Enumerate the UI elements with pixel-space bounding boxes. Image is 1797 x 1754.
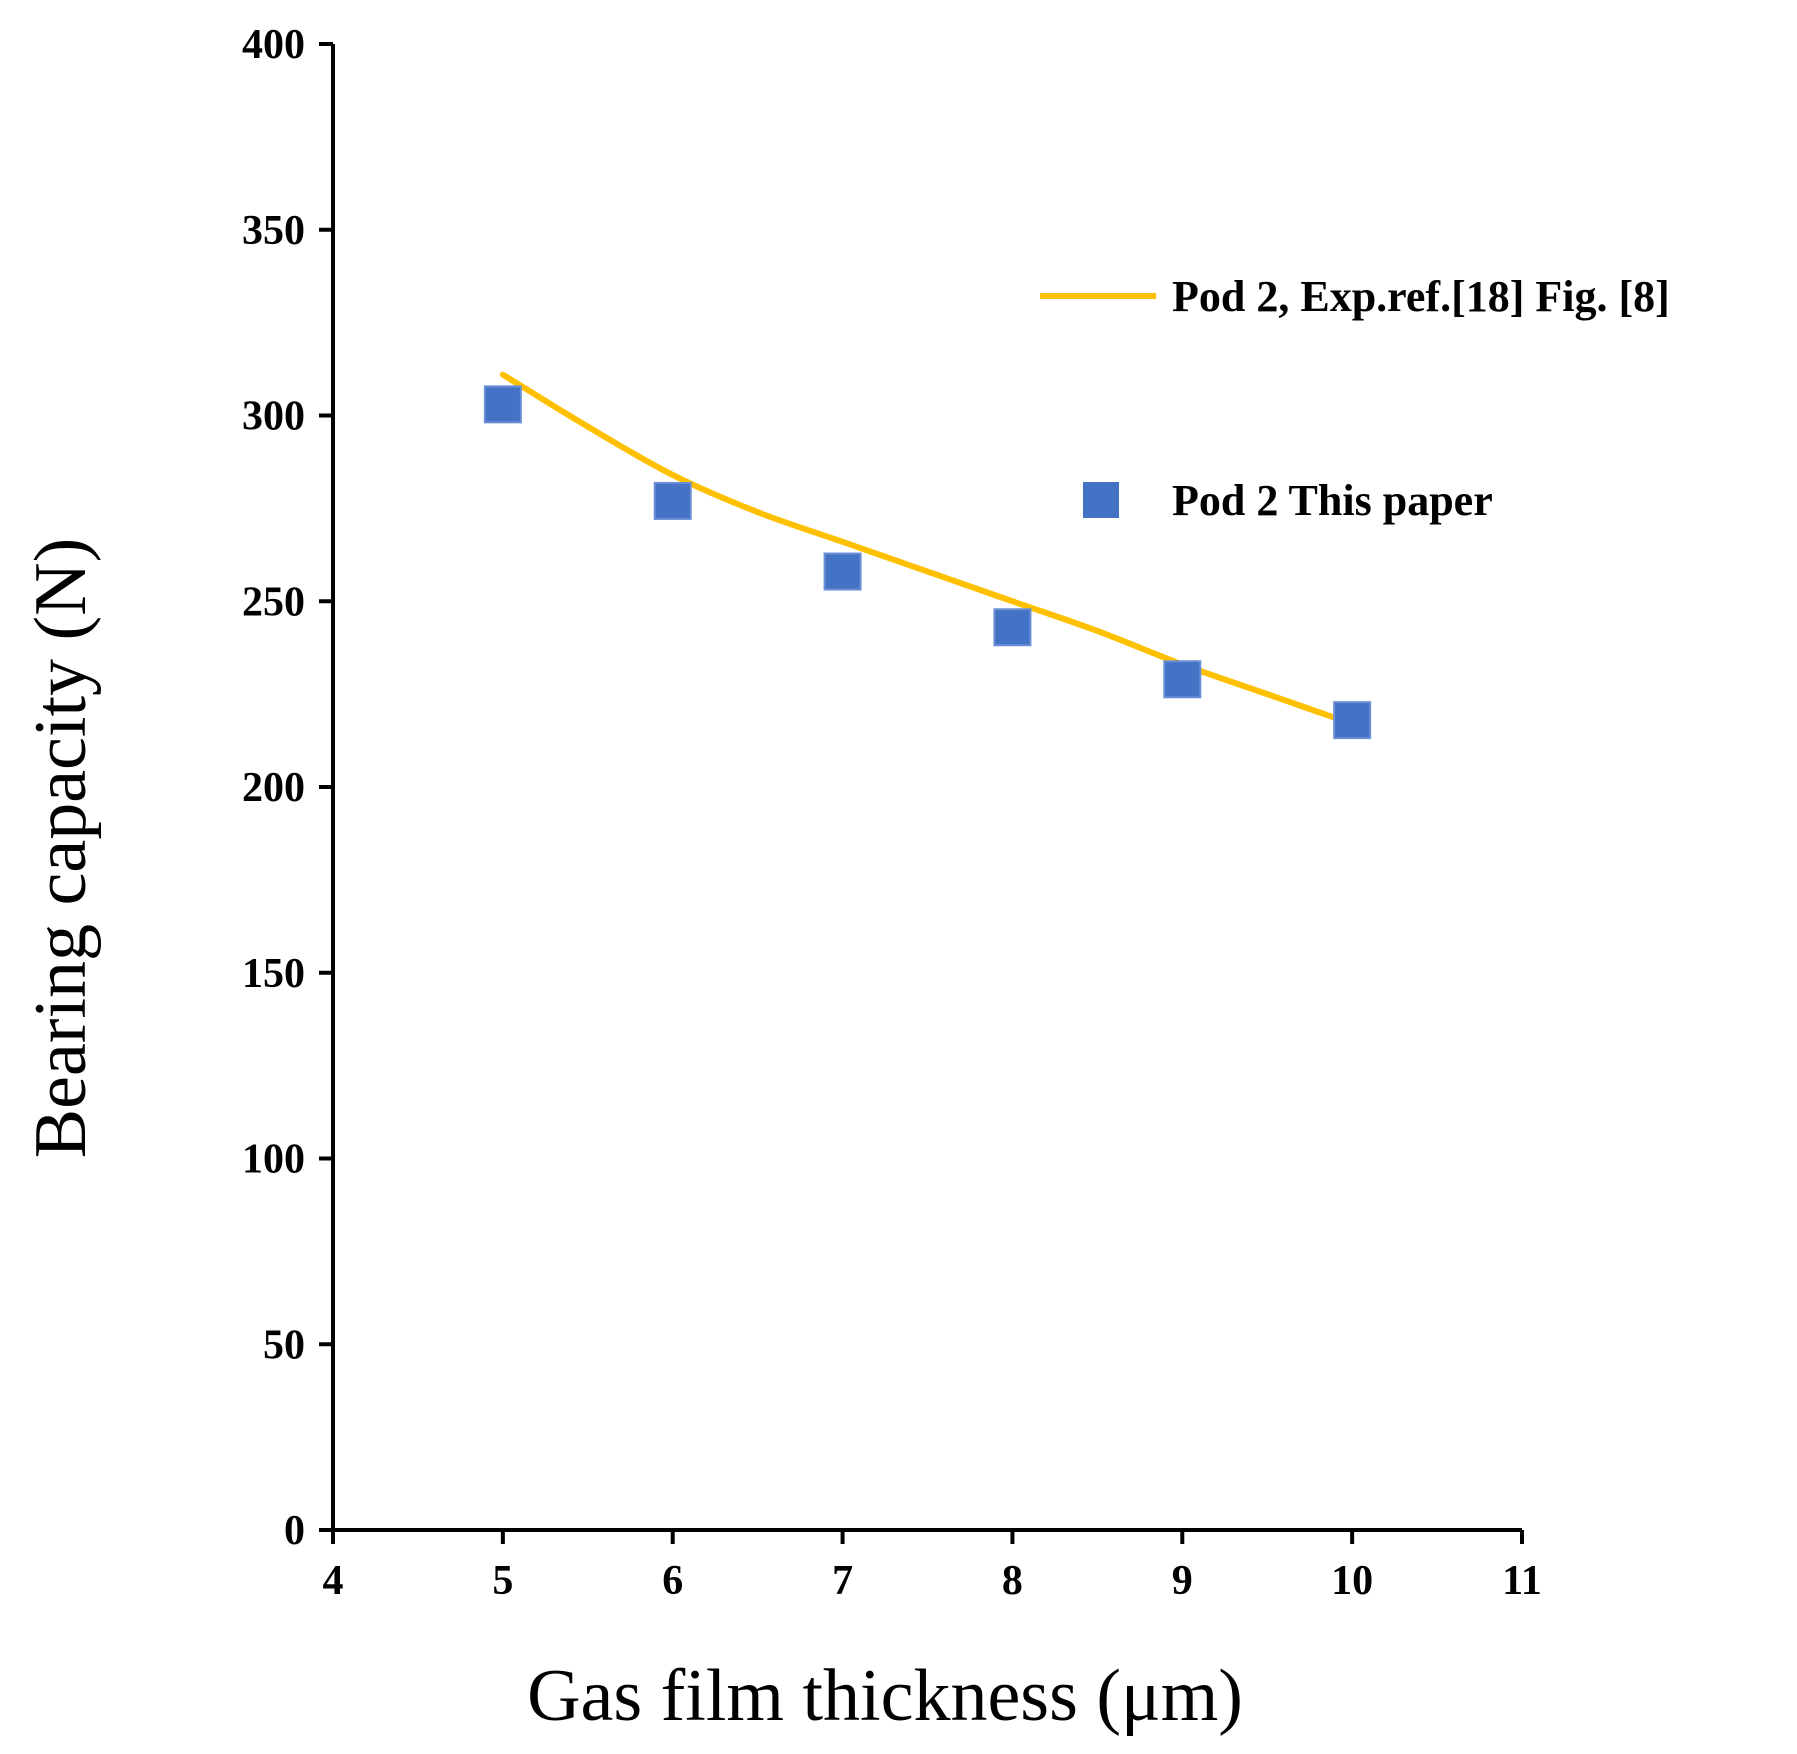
x-tick-label: 10 xyxy=(1331,1558,1373,1604)
legend-square-swatch xyxy=(1083,482,1119,518)
x-tick-label: 11 xyxy=(1502,1558,1542,1604)
x-ticks: 4 5 6 7 8 9 10 11 xyxy=(323,1530,1542,1604)
legend-label: Pod 2, Exp.ref.[18] Fig. [8] xyxy=(1172,272,1670,321)
y-ticks: 0 50 100 150 200 250 300 350 400 xyxy=(242,22,333,1554)
axes xyxy=(331,44,1522,1532)
y-tick-label: 0 xyxy=(284,1508,305,1554)
series-line-exp-ref xyxy=(499,371,1356,727)
x-tick-label: 5 xyxy=(492,1558,513,1604)
y-tick-label: 400 xyxy=(242,22,305,68)
y-tick-label: 350 xyxy=(242,208,305,254)
y-tick-label: 50 xyxy=(263,1322,305,1368)
series-layer xyxy=(483,371,1372,740)
data-point-this-paper xyxy=(1333,701,1372,740)
y-tick-label: 200 xyxy=(242,765,305,811)
x-axis-title: Gas film thickness (μm) xyxy=(527,1655,1243,1737)
y-tick-label: 300 xyxy=(242,394,305,440)
legend: Pod 2, Exp.ref.[18] Fig. [8] Pod 2 This p… xyxy=(1040,272,1670,525)
data-point-this-paper xyxy=(653,481,692,520)
x-tick-label: 6 xyxy=(662,1558,683,1604)
data-point-this-paper xyxy=(483,385,522,424)
y-axis-title: Bearing capacity (N) xyxy=(20,538,102,1158)
data-point-this-paper xyxy=(993,608,1032,647)
y-tick-label: 100 xyxy=(242,1137,305,1183)
x-tick-label: 8 xyxy=(1002,1558,1023,1604)
x-tick-label: 7 xyxy=(832,1558,853,1604)
data-point-this-paper xyxy=(1163,660,1202,699)
y-tick-label: 150 xyxy=(242,951,305,997)
data-point-this-paper xyxy=(823,552,862,591)
x-tick-label: 4 xyxy=(323,1558,344,1604)
y-tick-label: 250 xyxy=(242,579,305,625)
legend-label: Pod 2 This paper xyxy=(1172,476,1493,525)
x-tick-label: 9 xyxy=(1172,1558,1193,1604)
